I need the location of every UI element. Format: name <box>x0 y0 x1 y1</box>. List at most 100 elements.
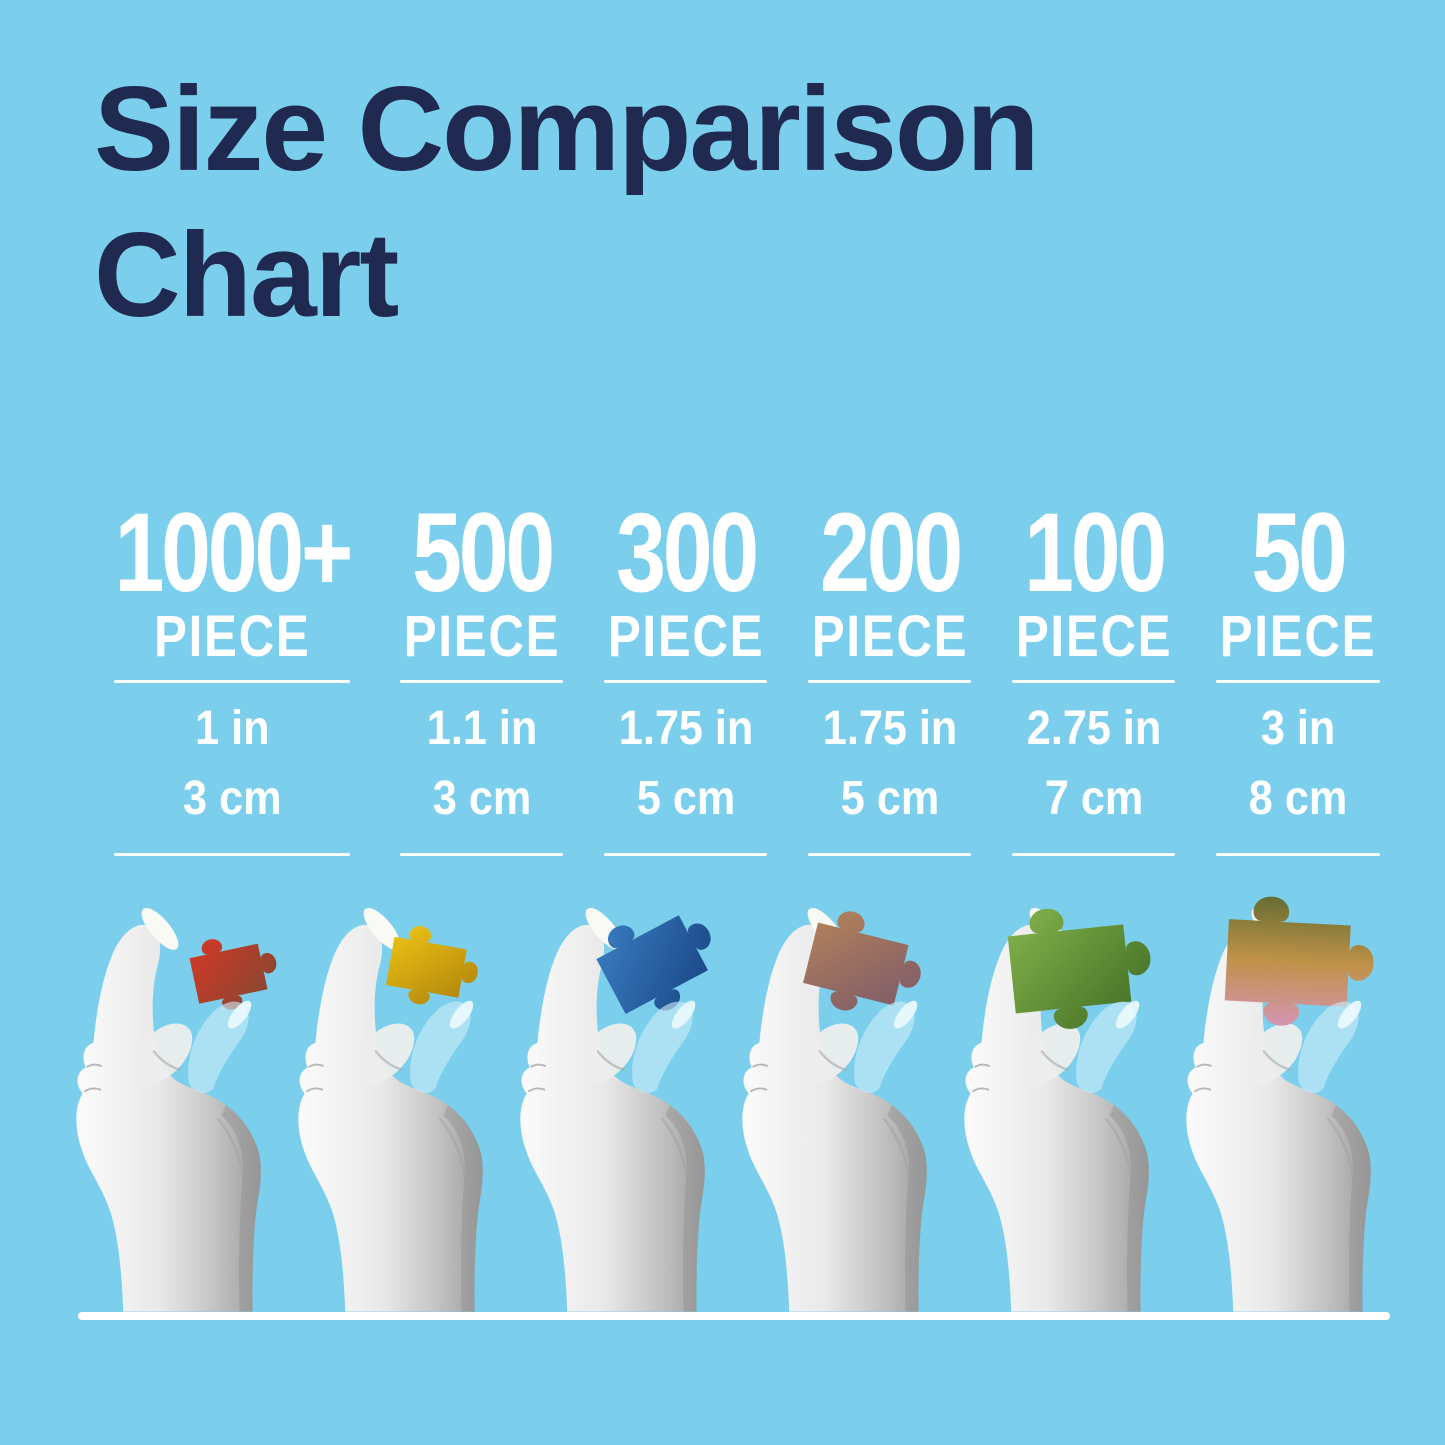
divider-line-top <box>114 680 351 684</box>
divider-line-top <box>1216 680 1380 684</box>
hand-holding-puzzle-piece-illustration <box>520 907 711 1312</box>
divider-line-top <box>399 680 564 684</box>
size-inches: 1.1 in <box>426 702 537 756</box>
knuckle-creases <box>528 1063 546 1093</box>
hand-graphic <box>1186 907 1371 1312</box>
palm-crease <box>1327 1117 1354 1177</box>
ghost-finger <box>410 1000 474 1094</box>
hand-holding-puzzle-piece-illustration <box>964 907 1151 1312</box>
size-cm: 5 cm <box>840 772 939 826</box>
puzzle-piece <box>1224 896 1374 1026</box>
hand-silhouette <box>964 924 1149 1312</box>
hand-silhouette <box>1186 924 1371 1312</box>
thumb-crease <box>818 1050 848 1071</box>
hand-figure <box>284 852 506 1312</box>
curled-fingers <box>801 1023 859 1086</box>
hand-silhouette <box>520 924 705 1312</box>
ghost-finger <box>854 1000 918 1094</box>
thumb-crease <box>1262 1050 1292 1071</box>
palm-shading <box>221 1104 261 1312</box>
puzzle-piece <box>803 911 921 1011</box>
puzzle-piece-group <box>803 911 921 1011</box>
puzzle-piece <box>1007 908 1151 1029</box>
hands-row <box>62 852 1394 1312</box>
hand-figure <box>728 852 950 1312</box>
knuckle-creases <box>750 1063 768 1093</box>
piece-unit-label: PIECE <box>607 604 764 670</box>
divider-line-bottom <box>604 853 768 857</box>
piece-count: 200 <box>819 490 963 615</box>
ghost-fingernail <box>227 1000 252 1029</box>
hand-figure <box>1172 852 1394 1312</box>
knuckle-creases <box>972 1063 990 1093</box>
divider-line-bottom <box>399 853 564 857</box>
palm-crease <box>883 1117 910 1177</box>
palm-crease <box>1105 1117 1132 1177</box>
size-column: 100 PIECE 2.75 in 7 cm <box>992 490 1196 857</box>
piece-count: 100 <box>1023 490 1167 615</box>
divider-line-bottom <box>808 853 972 857</box>
divider-line-bottom <box>1216 853 1380 857</box>
piece-unit-label: PIECE <box>1219 604 1377 670</box>
hand-holding-puzzle-piece-illustration <box>742 907 927 1312</box>
puzzle-piece-group <box>1007 908 1151 1029</box>
hand-silhouette <box>742 924 927 1312</box>
curled-fingers <box>135 1023 193 1086</box>
piece-count: 50 <box>1251 490 1347 615</box>
ghost-fingernail <box>1115 1000 1140 1029</box>
size-column: 300 PIECE 1.75 in 5 cm <box>584 496 788 857</box>
palm-crease <box>217 1117 244 1177</box>
piece-unit-label: PIECE <box>154 604 311 670</box>
size-inches: 2.75 in <box>1026 702 1162 756</box>
size-column: 500 PIECE 1.1 in 3 cm <box>380 496 584 857</box>
hand-silhouette <box>298 924 483 1312</box>
puzzle-piece <box>385 926 478 1005</box>
piece-unit-label: PIECE <box>403 604 560 670</box>
size-column: 50 PIECE 3 in 8 cm <box>1196 490 1400 857</box>
size-inches: 1 in <box>195 702 270 756</box>
hand-holding-puzzle-piece-illustration <box>76 907 277 1312</box>
puzzle-piece-group <box>596 915 711 1015</box>
baseline-rule <box>78 1312 1390 1320</box>
thumb-crease <box>152 1050 182 1071</box>
hand-holding-puzzle-piece-illustration <box>298 907 483 1312</box>
ghost-fingernail <box>449 1000 474 1029</box>
puzzle-piece <box>189 939 277 1010</box>
hand-figure <box>506 852 728 1312</box>
palm-shading <box>1109 1104 1149 1312</box>
divider-line-top <box>1012 680 1176 684</box>
ghost-finger <box>1298 1000 1362 1094</box>
curled-fingers <box>1023 1023 1081 1086</box>
size-inches: 3 in <box>1260 702 1336 756</box>
hand-graphic <box>76 907 261 1312</box>
hand-figure <box>950 852 1172 1312</box>
thumb-crease <box>374 1050 404 1071</box>
size-cm: 7 cm <box>1044 772 1144 826</box>
puzzle-piece-group <box>189 939 277 1010</box>
size-cm: 3 cm <box>183 772 282 826</box>
size-cm: 8 cm <box>1248 772 1348 826</box>
hand-figure <box>62 852 284 1312</box>
ghost-fingernail <box>671 1000 696 1029</box>
size-inches: 1.75 in <box>618 702 753 756</box>
palm-shading <box>1331 1104 1371 1312</box>
hand-graphic <box>520 907 705 1312</box>
divider-line-bottom <box>1012 853 1176 857</box>
piece-count: 1000+ <box>114 490 353 615</box>
ghost-fingernail <box>893 1000 918 1029</box>
puzzle-piece <box>596 915 711 1015</box>
ghost-finger <box>188 1000 252 1094</box>
fingernail <box>363 907 401 950</box>
divider-line-top <box>808 680 972 684</box>
ghost-finger <box>632 1000 696 1094</box>
page-title: Size Comparison Chart <box>94 62 1040 343</box>
knuckle-creases <box>1194 1063 1212 1093</box>
palm-crease <box>439 1117 466 1177</box>
size-table: 1000+ PIECE 1 in 3 cm 500 PIECE 1.1 in 3… <box>85 490 1400 857</box>
knuckle-creases <box>84 1063 102 1093</box>
curled-fingers <box>1245 1023 1303 1086</box>
size-cm: 5 cm <box>636 772 735 826</box>
palm-shading <box>665 1104 705 1312</box>
piece-unit-label: PIECE <box>811 604 968 670</box>
